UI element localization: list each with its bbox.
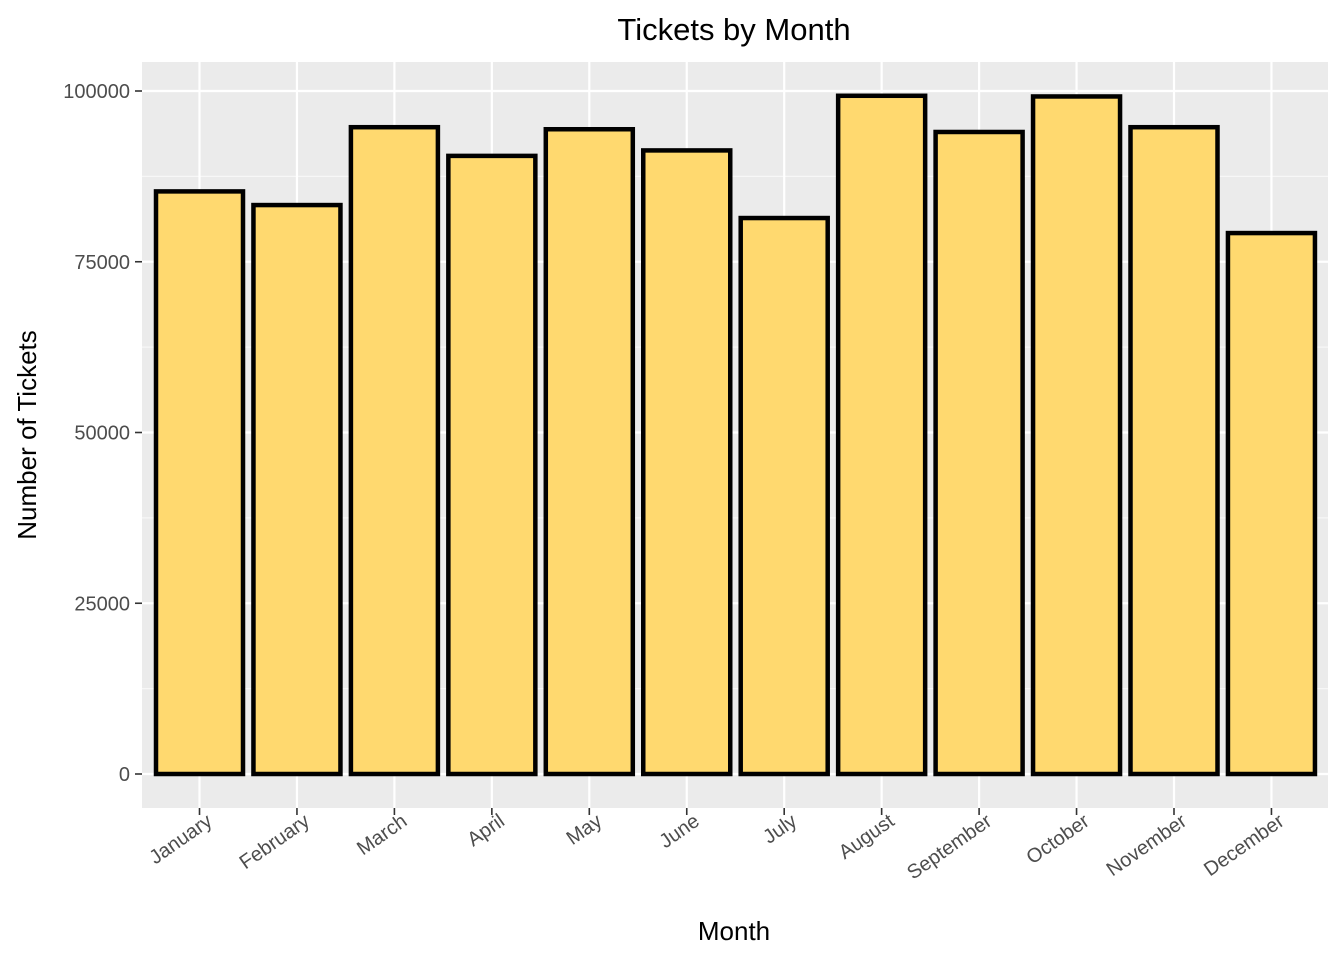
x-tick-label-september: September [903,810,996,884]
bar-december [1225,230,1318,777]
y-tick-label: 0 [119,764,130,786]
bar-march [348,124,441,777]
bar-january [153,189,246,777]
x-tick-label-november: November [1103,810,1191,881]
chart-title: Tickets by Month [617,12,850,47]
x-tick-label-august: August [835,810,899,864]
y-tick-label: 50000 [74,423,130,445]
x-tick-label-february: February [236,810,314,874]
y-axis: 0 25000 50000 75000 100000 [63,81,142,786]
x-tick-label-june: June [655,810,703,853]
bar-september [933,129,1025,777]
y-tick-label: 100000 [63,81,130,103]
y-axis-title: Number of Tickets [12,330,42,540]
bar-august [835,93,928,777]
bar-june [641,148,733,777]
x-tick-label-may: May [563,810,607,850]
x-tick-label-july: July [759,810,801,848]
x-tick-label-march: March [353,810,411,860]
bar-july [738,215,830,777]
y-tick-label: 25000 [74,593,130,615]
x-tick-label-october: October [1023,810,1094,869]
x-tick-label-january: January [145,810,216,869]
x-tick-label-april: April [463,810,508,851]
x-tick-label-december: December [1200,810,1288,881]
x-axis: January February March April May June July Augu… [145,808,1289,884]
bar-april [446,153,538,777]
x-axis-title: Month [698,916,770,946]
bar-may [543,126,636,777]
bar-october [1030,94,1123,777]
bar-november [1128,124,1220,777]
y-tick-label: 75000 [74,252,130,274]
bar-february [251,202,343,777]
bars [153,93,1318,777]
